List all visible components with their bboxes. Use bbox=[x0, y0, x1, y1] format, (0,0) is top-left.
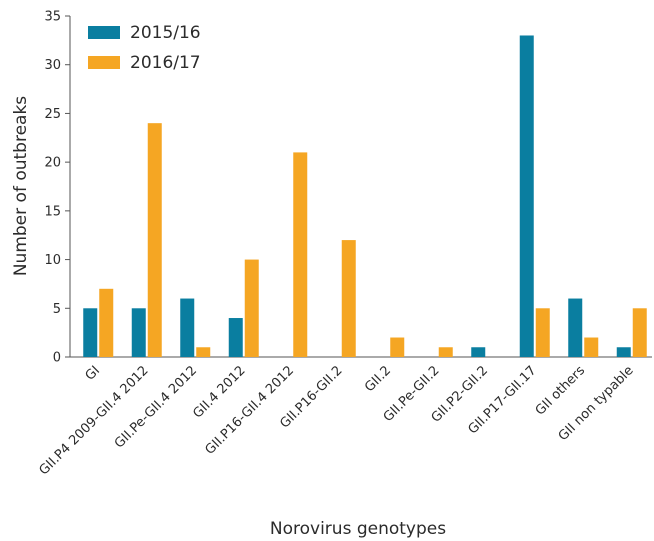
bar-series-2 bbox=[535, 308, 550, 357]
y-axis-title: Number of outbreaks bbox=[11, 96, 31, 276]
bar-series-2 bbox=[147, 123, 162, 358]
y-tick-label: 15 bbox=[44, 204, 61, 219]
y-tick-label: 5 bbox=[53, 302, 61, 317]
bar-series-2 bbox=[438, 347, 453, 357]
y-axis: 0 5 10 15 20 25 30 35 bbox=[44, 10, 71, 366]
y-tick-label: 25 bbox=[44, 107, 61, 122]
legend: 2015/16 2016/17 bbox=[88, 23, 201, 73]
y-tick-label: 35 bbox=[44, 10, 61, 25]
bar-series-2 bbox=[584, 337, 599, 357]
x-tick-label: GII.P16-GII.4 2012 bbox=[202, 363, 297, 458]
bar-series-1 bbox=[180, 298, 195, 357]
legend-label: 2015/16 bbox=[130, 23, 201, 43]
bar-series-2 bbox=[244, 259, 259, 357]
legend-label: 2016/17 bbox=[130, 53, 201, 73]
bar-series-2 bbox=[196, 347, 211, 357]
bar-series-2 bbox=[293, 152, 308, 357]
x-tick-label: GII.Pe-GII.4 2012 bbox=[112, 363, 200, 451]
bar-series-2 bbox=[99, 288, 114, 357]
bar-series-1 bbox=[83, 308, 98, 357]
x-axis-title: Norovirus genotypes bbox=[270, 519, 446, 539]
y-tick-label: 30 bbox=[44, 58, 61, 73]
y-tick-label: 20 bbox=[44, 156, 61, 171]
bar-series-1 bbox=[616, 347, 631, 357]
bar-series-2 bbox=[632, 308, 647, 357]
bars bbox=[83, 35, 647, 358]
bar-series-1 bbox=[471, 347, 486, 357]
bar-series-1 bbox=[131, 308, 146, 357]
bar-series-1 bbox=[519, 35, 534, 357]
y-tick-label: 0 bbox=[53, 351, 61, 366]
bar-series-1 bbox=[568, 298, 583, 357]
x-tick-label: GI bbox=[83, 363, 103, 383]
legend-swatch bbox=[88, 56, 120, 69]
x-tick-label: GII.2 bbox=[362, 363, 394, 395]
y-tick-label: 10 bbox=[44, 253, 61, 268]
bar-series-1 bbox=[228, 318, 243, 357]
bar-series-2 bbox=[390, 337, 405, 357]
bar-series-2 bbox=[341, 240, 356, 357]
legend-swatch bbox=[88, 26, 120, 39]
